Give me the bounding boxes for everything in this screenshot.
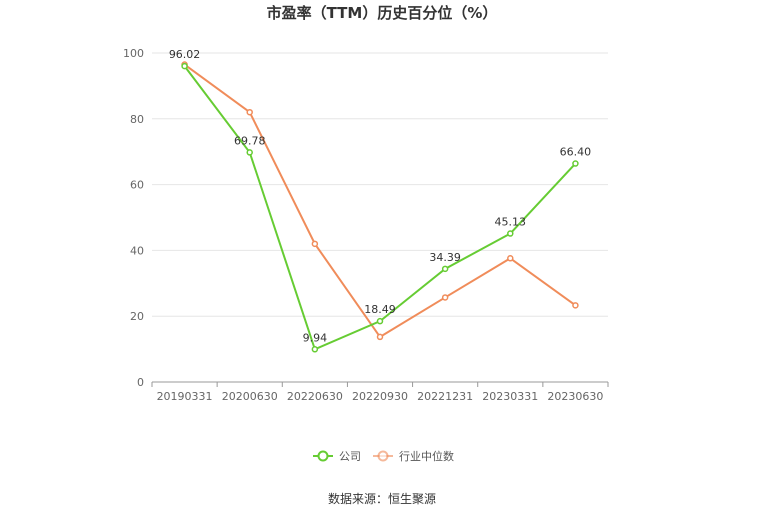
chart-title: 市盈率（TTM）历史百分位（%） <box>267 4 498 22</box>
legend-item-industry-median[interactable]: 行业中位数 <box>373 449 454 463</box>
data-label: 96.02 <box>169 48 201 61</box>
y-tick-label: 20 <box>130 310 144 323</box>
data-label: 34.39 <box>429 251 461 264</box>
x-tick-label: 20221231 <box>417 390 473 403</box>
data-label: 9.94 <box>303 331 328 344</box>
y-tick-label: 40 <box>130 244 144 257</box>
y-tick-label: 60 <box>130 179 144 192</box>
data-point-company[interactable] <box>441 265 449 273</box>
x-tick-label: 20230630 <box>547 390 603 403</box>
data-point-company[interactable] <box>181 62 188 70</box>
y-tick-label: 0 <box>137 376 144 389</box>
data-point-industry-median[interactable] <box>376 333 384 341</box>
data-point-company[interactable] <box>376 317 384 325</box>
x-tick-label: 20200630 <box>222 390 278 403</box>
x-tick-label: 20220630 <box>287 390 343 403</box>
legend: 公司 行业中位数 <box>313 449 454 463</box>
x-tick-label: 20190331 <box>157 390 213 403</box>
y-tick-label: 100 <box>123 47 144 60</box>
data-label: 66.40 <box>560 146 592 159</box>
data-point-industry-median[interactable] <box>441 294 449 301</box>
grid <box>152 52 608 317</box>
data-point-company[interactable] <box>572 160 579 167</box>
y-axis: 0 20 40 60 80 100 <box>123 47 144 389</box>
data-point-company[interactable] <box>311 346 319 353</box>
legend-label-industry-median: 行业中位数 <box>399 449 454 463</box>
series-line-industry-median <box>183 63 577 339</box>
x-axis: 20190331 20200630 20220630 20220930 20221231… <box>151 381 609 403</box>
data-label: 69.78 <box>234 134 266 147</box>
data-label: 45.13 <box>495 216 527 229</box>
legend-item-company[interactable]: 公司 <box>313 450 361 463</box>
data-point-industry-median[interactable] <box>507 255 514 262</box>
x-tick-label: 20230331 <box>482 390 538 403</box>
series: 96.02 69.78 9.94 18.49 34.39 45.13 66.40 <box>169 48 592 353</box>
x-tick-label: 20220930 <box>352 390 408 403</box>
data-source: 数据来源：恒生聚源 <box>328 491 436 506</box>
y-tick-label: 80 <box>130 113 144 126</box>
data-point-industry-median[interactable] <box>246 108 253 116</box>
legend-label-company: 公司 <box>339 450 361 463</box>
data-label: 18.49 <box>364 303 396 316</box>
data-point-industry-median[interactable] <box>572 302 579 309</box>
data-point-company[interactable] <box>246 149 253 156</box>
data-point-industry-median[interactable] <box>311 240 319 248</box>
data-point-company[interactable] <box>507 230 514 237</box>
